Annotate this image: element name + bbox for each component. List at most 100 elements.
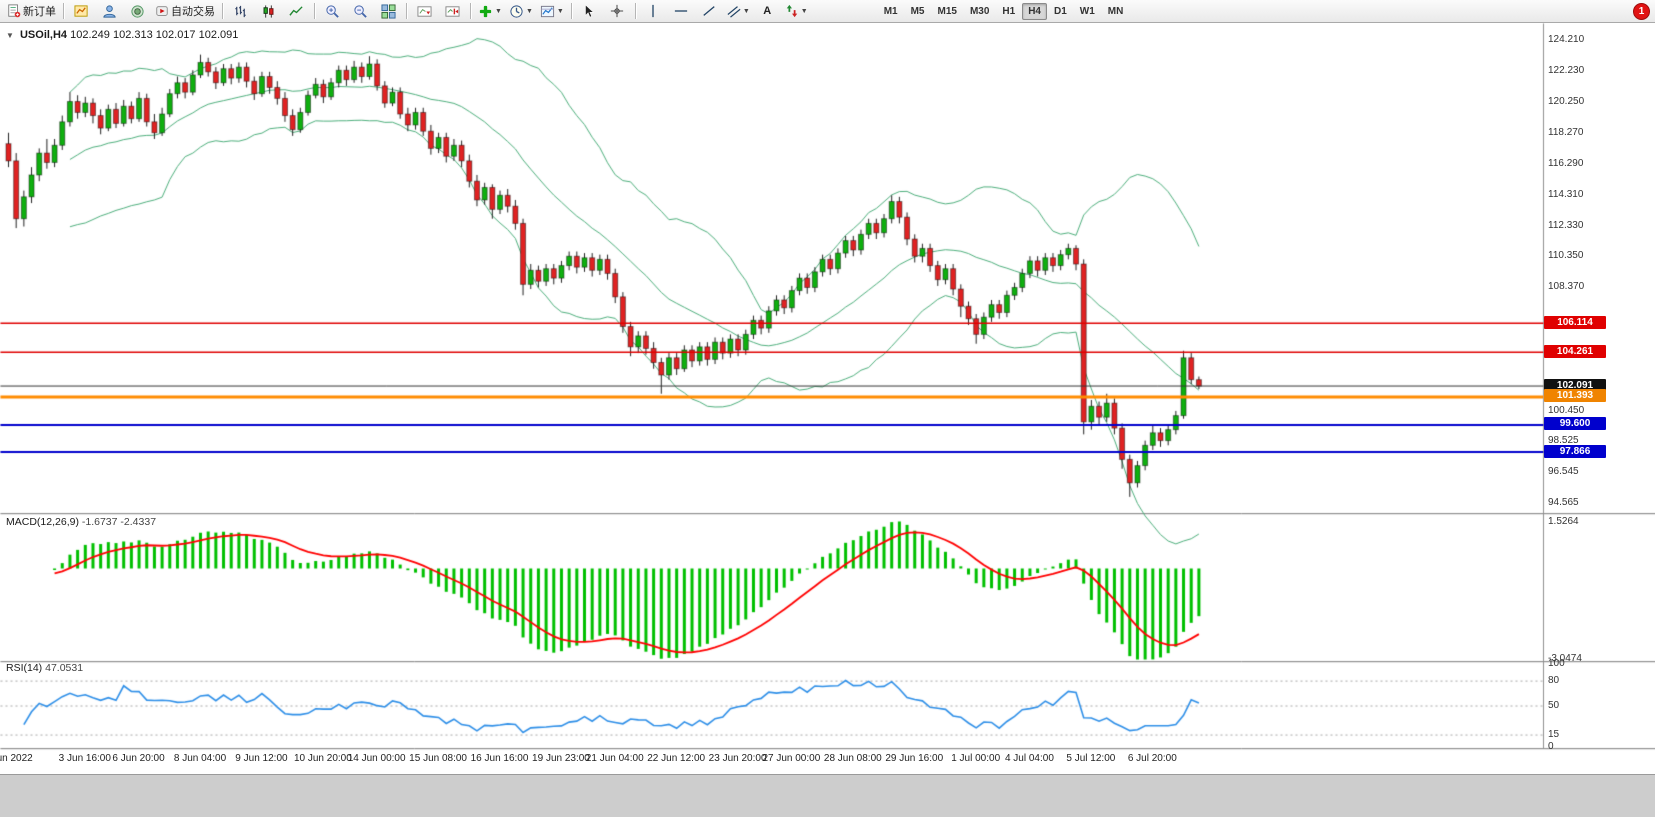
sound-button[interactable] xyxy=(124,1,151,22)
quote-header: ▼ USOil,H4 102.249 102.313 102.017 102.0… xyxy=(6,29,238,41)
chart-shift-button[interactable] xyxy=(439,1,466,22)
auto-scroll-button[interactable] xyxy=(411,1,438,22)
autotrade-icon xyxy=(155,4,169,18)
toolbar: 新订单 自动交易 xyxy=(0,0,1655,23)
macd-axis-tick: 1.5264 xyxy=(1548,515,1579,527)
crosshair-icon xyxy=(610,4,624,18)
timeframe-button-mn[interactable]: MN xyxy=(1107,5,1124,17)
time-label: 23 Jun 20:00 xyxy=(708,753,767,764)
toolbar-separator xyxy=(63,3,64,19)
chart-shift-icon xyxy=(445,4,460,19)
zoom-out-icon xyxy=(353,4,368,19)
symbol-period-label: USOil,H4 xyxy=(19,29,68,41)
price-tick: 98.525 xyxy=(1548,435,1579,447)
price-chart-canvas[interactable] xyxy=(0,23,1655,774)
macd-signal-value: -2.4337 xyxy=(120,516,157,528)
price-tick: 108.370 xyxy=(1548,281,1585,293)
toolbar-separator xyxy=(470,3,471,19)
time-label: 9 Jun 12:00 xyxy=(235,753,288,764)
tile-windows-icon xyxy=(381,3,396,19)
price-tick: 94.565 xyxy=(1548,497,1579,509)
time-label: 4 Jul 04:00 xyxy=(1004,753,1054,764)
price-line-label: 97.866 xyxy=(1544,444,1606,458)
time-label: 8 Jun 04:00 xyxy=(173,753,227,764)
channel-button[interactable]: ▼ xyxy=(724,1,753,22)
notification-badge[interactable]: 1 xyxy=(1633,3,1650,20)
indicators-button[interactable]: ▼ xyxy=(475,1,505,22)
time-label: 29 Jun 16:00 xyxy=(885,753,944,764)
price-tick: 100.450 xyxy=(1548,405,1585,417)
time-label: 6 Jun 20:00 xyxy=(112,753,165,764)
time-label: 2 Jun 2022 xyxy=(0,753,33,764)
autotrade-button[interactable]: 自动交易 xyxy=(152,1,218,22)
price-tick: 116.290 xyxy=(1548,157,1584,169)
text-tool-icon: A xyxy=(763,5,772,17)
rsi-axis-tick: 0 xyxy=(1548,741,1554,752)
zoom-in-button[interactable] xyxy=(319,1,346,22)
price-line-label: 106.114 xyxy=(1544,315,1606,329)
timeframe-button-d1[interactable]: D1 xyxy=(1054,5,1067,17)
toolbar-separator xyxy=(406,3,407,19)
toolbar-separator xyxy=(314,3,315,19)
time-label: 3 Jun 16:00 xyxy=(58,753,111,764)
templates-button[interactable]: ▼ xyxy=(537,1,567,22)
bottom-filler xyxy=(0,774,1655,817)
accounts-button[interactable] xyxy=(96,1,123,22)
charts-button[interactable] xyxy=(68,1,95,22)
rsi-axis-tick: 100 xyxy=(1548,658,1565,669)
time-label: 1 Jul 00:00 xyxy=(951,753,1001,764)
quote-high: 102.313 xyxy=(112,29,153,41)
time-label: 5 Jul 12:00 xyxy=(1066,753,1116,764)
time-label: 28 Jun 08:00 xyxy=(823,753,882,764)
time-label: 15 Jun 08:00 xyxy=(409,753,467,764)
text-tool-button[interactable]: A xyxy=(754,1,781,22)
time-label: 14 Jun 00:00 xyxy=(347,753,406,764)
timeframe-button-m1[interactable]: M1 xyxy=(883,5,898,17)
price-tick: 118.270 xyxy=(1548,126,1584,138)
templates-icon xyxy=(540,4,555,19)
zoom-out-button[interactable] xyxy=(347,1,374,22)
time-label: 6 Jul 20:00 xyxy=(1127,753,1177,764)
rsi-axis-tick: 50 xyxy=(1548,699,1560,711)
timeframe-button-h4[interactable]: H4 xyxy=(1022,2,1047,20)
accounts-icon xyxy=(102,4,117,19)
vertical-line-button[interactable] xyxy=(640,1,667,22)
arrows-tool-button[interactable]: ▼ xyxy=(782,1,811,22)
channel-icon xyxy=(727,4,741,18)
rsi-value: 47.0531 xyxy=(45,662,84,674)
price-tick: 120.250 xyxy=(1548,95,1585,107)
timeframe-group: M1 M5 M15 M30 H1 H4 D1 W1 MN xyxy=(878,2,1130,20)
chevron-down-icon: ▼ xyxy=(800,7,808,15)
rsi-axis-tick: 15 xyxy=(1548,728,1560,740)
horizontal-line-button[interactable] xyxy=(668,1,695,22)
line-chart-button[interactable] xyxy=(283,1,310,22)
timeframe-button-h1[interactable]: H1 xyxy=(1002,5,1016,17)
cursor-button[interactable] xyxy=(576,1,603,22)
candlestick-chart-button[interactable] xyxy=(255,1,282,22)
price-line-label: 101.393 xyxy=(1544,389,1606,403)
tile-windows-button[interactable] xyxy=(375,1,402,22)
new-order-button[interactable]: 新订单 xyxy=(4,1,59,22)
time-label: 21 Jun 04:00 xyxy=(585,753,644,764)
charts-icon xyxy=(74,4,89,19)
timeframe-button-m30[interactable]: M30 xyxy=(969,5,990,17)
toolbar-separator xyxy=(222,3,223,19)
timeframe-button-m15[interactable]: M15 xyxy=(937,5,957,17)
bar-chart-button[interactable] xyxy=(227,1,254,22)
zoom-in-icon xyxy=(325,4,340,19)
timeframe-button-w1[interactable]: W1 xyxy=(1079,5,1095,17)
horizontal-line-icon xyxy=(674,4,688,18)
timeframe-button-m5[interactable]: M5 xyxy=(910,5,925,17)
price-line-label: 104.261 xyxy=(1544,344,1606,358)
chevron-down-icon: ▼ xyxy=(556,7,564,15)
periods-button[interactable]: ▼ xyxy=(506,1,536,22)
rsi-header: RSI(14) 47.0531 xyxy=(6,662,83,674)
price-tick: 114.310 xyxy=(1548,188,1584,200)
crosshair-button[interactable] xyxy=(604,1,631,22)
price-line-label: 99.600 xyxy=(1544,417,1606,431)
trendline-button[interactable] xyxy=(696,1,723,22)
chart-collapse-icon[interactable]: ▼ xyxy=(6,31,14,40)
arrows-tool-icon xyxy=(785,4,799,18)
chevron-down-icon: ▼ xyxy=(495,7,502,15)
